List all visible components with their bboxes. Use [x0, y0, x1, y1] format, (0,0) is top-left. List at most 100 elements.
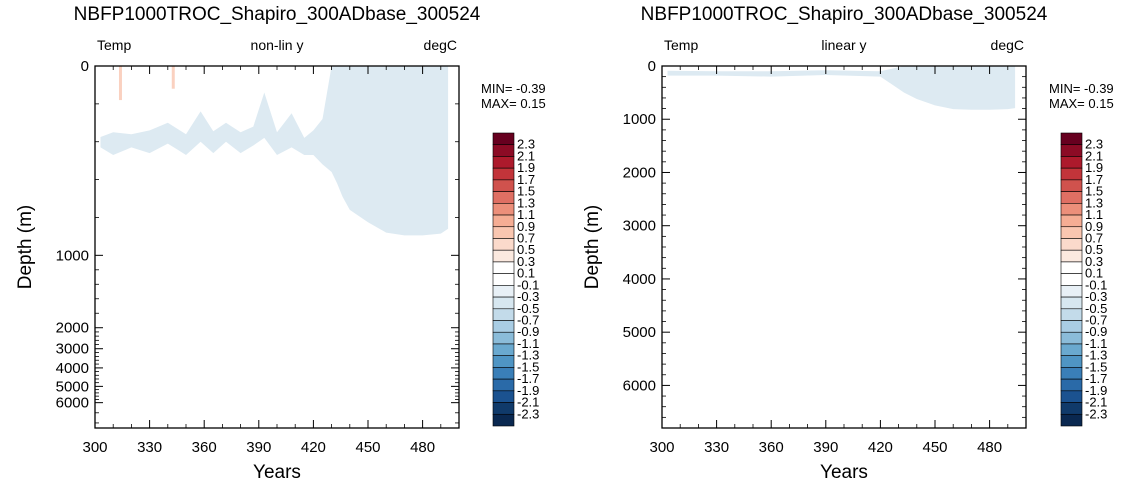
- colorbar-swatch: [492, 167, 515, 181]
- colorbar-label: -2.1: [1085, 395, 1107, 410]
- colorbar-label: -2.3: [1085, 406, 1107, 421]
- colorbar-swatch: [492, 367, 515, 380]
- colorbar-label: -2.3: [517, 406, 539, 421]
- colorbar-label: -0.1: [517, 277, 539, 292]
- colorbar-swatch: [1060, 167, 1083, 181]
- colorbar-swatch: [492, 390, 515, 403]
- x-tick-label: 300: [649, 439, 674, 456]
- warm-streak: [171, 66, 175, 89]
- colorbar-label: -1.5: [1085, 359, 1107, 374]
- colorbar-swatch: [1060, 296, 1083, 310]
- colorbar-swatch: [1060, 390, 1083, 403]
- colorbar-swatch: [1060, 144, 1083, 157]
- colorbar-label: -0.7: [1085, 313, 1107, 328]
- colorbar-label: -0.5: [517, 301, 539, 316]
- colorbar-label: 1.9: [517, 160, 535, 175]
- colorbar-label: 1.5: [517, 184, 535, 199]
- colorbar-swatch: [492, 238, 515, 251]
- colorbar-swatch: [1060, 285, 1083, 298]
- max-value-label: MAX= 0.15: [481, 96, 546, 111]
- y-tick-label: 3000: [623, 218, 656, 235]
- chart-title: NBFP1000TROC_Shapiro_300ADbase_300524: [641, 4, 1048, 25]
- y-tick-label: 6000: [623, 377, 656, 394]
- colorbar-label: -1.7: [517, 371, 539, 386]
- colorbar-label: -1.7: [1085, 371, 1107, 386]
- colorbar-label: 0.9: [1085, 219, 1103, 234]
- colorbar-swatch: [1060, 249, 1083, 263]
- colorbar-swatch: [1060, 203, 1083, 216]
- colorbar-label: 1.5: [1085, 184, 1103, 199]
- colorbar-swatch: [492, 249, 515, 263]
- colorbar-swatch: [1060, 320, 1083, 333]
- colorbar-label: -0.3: [1085, 289, 1107, 304]
- units-label: degC: [424, 37, 457, 53]
- colorbar-swatch: [1060, 226, 1083, 239]
- colorbar-swatch: [492, 214, 515, 228]
- colorbar-swatch: [492, 191, 515, 204]
- colorbar-swatch: [1060, 132, 1083, 146]
- colorbar-label: -0.5: [1085, 301, 1107, 316]
- x-axis-title: Years: [820, 462, 868, 483]
- colorbar-swatch: [1060, 413, 1083, 427]
- colorbar-swatch: [1060, 402, 1083, 415]
- y-tick-label: 2000: [56, 320, 89, 337]
- scale-label: non-lin y: [251, 37, 304, 53]
- y-tick-label: 4000: [623, 271, 656, 288]
- colorbar-swatch: [492, 179, 515, 192]
- left-chart-panel: NBFP1000TROC_Shapiro_300ADbase_300524 Tem…: [0, 0, 566, 499]
- colorbar-swatch: [492, 355, 515, 368]
- colorbar-swatch: [1060, 179, 1083, 192]
- y-tick-label: 1000: [56, 247, 89, 264]
- y-tick-label: 0: [81, 58, 89, 75]
- variable-label: Temp: [97, 37, 131, 53]
- colorbar-label: 2.1: [517, 148, 535, 163]
- colorbar-swatch: [492, 226, 515, 239]
- x-tick-label: 420: [868, 439, 893, 456]
- colorbar-label: -1.1: [1085, 336, 1107, 351]
- x-tick-label: 450: [355, 439, 380, 456]
- colorbar-label: 0.1: [1085, 266, 1103, 281]
- colorbar-swatch: [1060, 378, 1083, 392]
- colorbar-label: 0.1: [517, 266, 535, 281]
- y-tick-label: 3000: [56, 341, 89, 358]
- colorbar-swatch: [492, 132, 515, 146]
- y-tick-label: 2000: [623, 164, 656, 181]
- x-tick-label: 360: [759, 439, 784, 456]
- colorbar-swatch: [492, 320, 515, 333]
- colorbar-label: -0.9: [517, 324, 539, 339]
- y-axis-title: Depth (m): [582, 205, 603, 289]
- colorbar-label: -1.3: [1085, 348, 1107, 363]
- colorbar-swatch: [492, 285, 515, 298]
- colorbar-label: -0.7: [517, 313, 539, 328]
- y-tick-label: 5000: [623, 324, 656, 341]
- linear-depth-chart: NBFP1000TROC_Shapiro_300ADbase_300524 Tem…: [582, 4, 1114, 483]
- units-label: degC: [991, 37, 1024, 53]
- x-tick-label: 360: [192, 439, 217, 456]
- colorbar-label: 0.7: [517, 230, 535, 245]
- colorbar-label: -0.1: [1085, 277, 1107, 292]
- nonlinear-depth-chart: NBFP1000TROC_Shapiro_300ADbase_300524 Tem…: [15, 4, 546, 483]
- right-chart-panel: NBFP1000TROC_Shapiro_300ADbase_300524 Tem…: [566, 0, 1132, 499]
- colorbar-label: -1.3: [517, 348, 539, 363]
- y-tick-label: 5000: [56, 378, 89, 395]
- colorbar-swatch: [1060, 238, 1083, 251]
- colorbar-label: 0.5: [1085, 242, 1103, 257]
- colorbar-label: 0.9: [517, 219, 535, 234]
- colorbar-swatch: [492, 156, 515, 169]
- y-tick-label: 1000: [623, 111, 656, 128]
- colorbar-swatch: [492, 343, 515, 356]
- x-tick-label: 420: [301, 439, 326, 456]
- colorbar-swatch: [1060, 191, 1083, 204]
- colorbar-label: 0.3: [517, 254, 535, 269]
- colorbar-label: 0.5: [517, 242, 535, 257]
- colorbar-label: 2.3: [517, 137, 535, 152]
- colorbar-label: -1.5: [517, 359, 539, 374]
- plot-frame: [661, 65, 1027, 429]
- scale-label: linear y: [821, 37, 866, 53]
- colorbar-swatch: [1060, 331, 1083, 345]
- colorbar-swatch: [492, 273, 515, 286]
- x-axis-title: Years: [253, 462, 301, 483]
- colorbar-swatch: [492, 378, 515, 392]
- colorbar-label: 1.9: [1085, 160, 1103, 175]
- colorbar-label: -1.1: [517, 336, 539, 351]
